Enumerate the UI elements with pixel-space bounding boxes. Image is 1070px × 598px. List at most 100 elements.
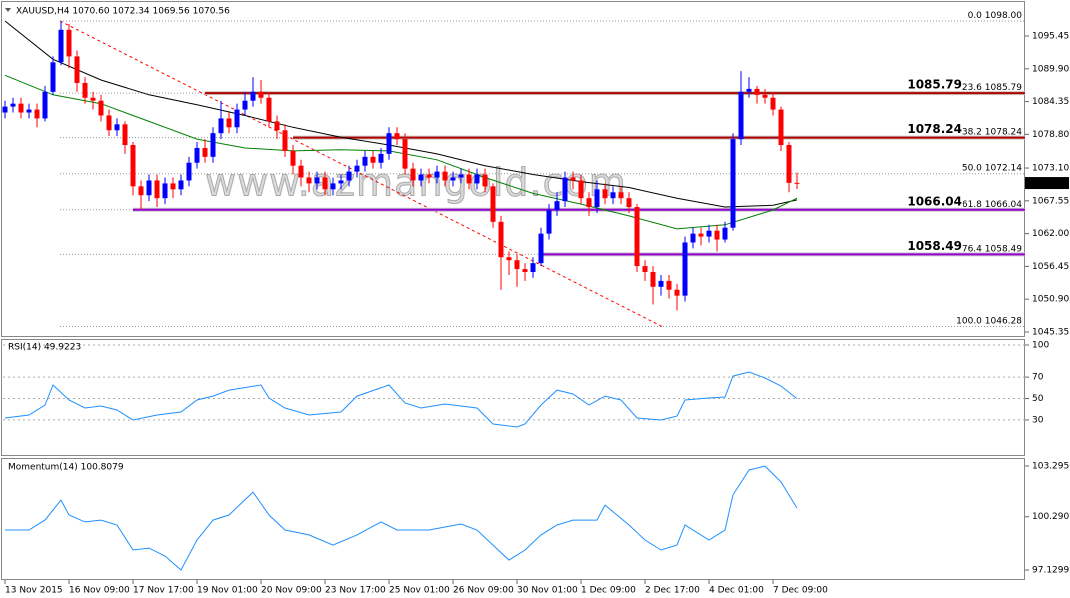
candle-body — [410, 168, 416, 181]
candle-body — [458, 174, 464, 178]
candle-body — [578, 180, 584, 199]
candle-body — [234, 109, 240, 128]
y-tick-label: 100 — [1032, 341, 1049, 351]
candle-body — [138, 186, 144, 196]
level-label: 1078.24 — [907, 122, 962, 136]
candle-body — [82, 82, 88, 98]
fib-price: 1098.00 — [985, 10, 1022, 20]
y-tick-label: 1095.45 — [1032, 32, 1069, 42]
candle-body — [522, 269, 528, 273]
candle-body — [154, 180, 160, 199]
candle-body — [146, 180, 152, 196]
candle-body — [218, 118, 224, 134]
candle-body — [26, 109, 32, 113]
candle-body — [34, 109, 40, 119]
indicator-line — [4, 371, 798, 428]
fib-ratio: 61.8 — [962, 199, 982, 209]
y-tick-label: 103.2950 — [1032, 461, 1070, 471]
candle-body — [114, 124, 120, 131]
y-tick-label: 1073.10 — [1032, 164, 1069, 174]
y-tick-label: 1067.55 — [1032, 196, 1069, 206]
fib-level-label: 50.0 1072.14 — [962, 163, 1022, 173]
fib-ratio: 100.0 — [956, 316, 982, 326]
candle-body — [490, 186, 496, 222]
x-tick-label: 20 Nov 09:00 — [261, 586, 322, 596]
candle-body — [378, 153, 384, 163]
candle-body — [530, 263, 536, 273]
candle-body — [274, 121, 280, 131]
candle-body — [738, 91, 744, 140]
candle-body — [98, 100, 104, 116]
fib-ratio: 23.6 — [962, 83, 982, 93]
candle-body — [282, 130, 288, 151]
fib-level-label: 100.0 1046.28 — [956, 316, 1022, 326]
candle-body — [74, 56, 80, 83]
candle-body — [338, 180, 344, 184]
fib-ratio: 50.0 — [962, 163, 982, 173]
candle-body — [730, 139, 736, 228]
fib-level-label: 61.8 1066.04 — [962, 199, 1022, 209]
candle-body — [258, 91, 264, 98]
candle-body — [594, 189, 600, 208]
candle-body — [346, 171, 352, 181]
price-panel-frame — [1, 1, 1025, 337]
candle-body — [10, 103, 16, 107]
fib-price: 1078.24 — [985, 127, 1022, 137]
candle-body — [442, 171, 448, 181]
x-tick-label: 7 Dec 09:00 — [773, 586, 828, 596]
candle-body — [474, 174, 480, 184]
moving-average — [4, 74, 798, 230]
candle-body — [402, 139, 408, 169]
x-tick-label: 26 Nov 09:00 — [453, 586, 514, 596]
candle-body — [306, 177, 312, 184]
rsi-panel-frame — [1, 339, 1025, 456]
candle-body — [266, 97, 272, 122]
y-tick-label: 1078.80 — [1032, 130, 1069, 140]
candle-body — [122, 124, 128, 146]
chart-header: XAUUSD,H4 1070.60 1072.34 1069.56 1070.5… — [16, 7, 230, 17]
candle-body — [626, 198, 632, 208]
candle-body — [2, 106, 8, 113]
candle-body — [250, 91, 256, 101]
momentum-panel-frame — [1, 458, 1025, 580]
x-tick-label: 2 Dec 17:00 — [645, 586, 700, 596]
candle-body — [50, 62, 56, 92]
candle-body — [714, 230, 720, 240]
candle-body — [650, 272, 656, 287]
candle-body — [706, 230, 712, 237]
y-tick-label: 1056.45 — [1032, 262, 1069, 272]
candle-body — [634, 207, 640, 267]
y-tick-label: 1045.35 — [1032, 327, 1069, 337]
candle-body — [666, 280, 672, 290]
candle-body — [570, 177, 576, 181]
candle-body — [202, 147, 208, 157]
y-tick-label: 1084.35 — [1032, 97, 1069, 107]
x-tick-label: 13 Nov 2015 — [5, 586, 63, 596]
fib-price: 1085.79 — [985, 83, 1022, 93]
candle-body — [290, 150, 296, 166]
x-tick-label: 17 Nov 17:00 — [133, 586, 194, 596]
candle-body — [298, 165, 304, 178]
fib-price: 1072.14 — [985, 163, 1022, 173]
candle-body — [658, 280, 664, 287]
candle-body — [546, 209, 552, 234]
candle-body — [618, 192, 624, 199]
candle-body — [242, 100, 248, 110]
fib-price: 1066.04 — [985, 199, 1022, 209]
candle-body — [770, 97, 776, 110]
level-label: 1058.49 — [907, 239, 962, 253]
fib-trend-line — [59, 20, 663, 327]
candle-body — [186, 162, 192, 181]
candle-body — [586, 198, 592, 208]
candle-body — [354, 165, 360, 172]
y-tick-label: 70 — [1032, 373, 1044, 383]
candle-body — [394, 133, 400, 140]
candle-body — [210, 133, 216, 157]
candle-body — [482, 174, 488, 187]
candle-body — [610, 192, 616, 199]
panel-frames — [1, 1, 1025, 580]
candle-body — [754, 88, 760, 95]
candle-body — [330, 183, 336, 190]
candle-body — [178, 180, 184, 190]
